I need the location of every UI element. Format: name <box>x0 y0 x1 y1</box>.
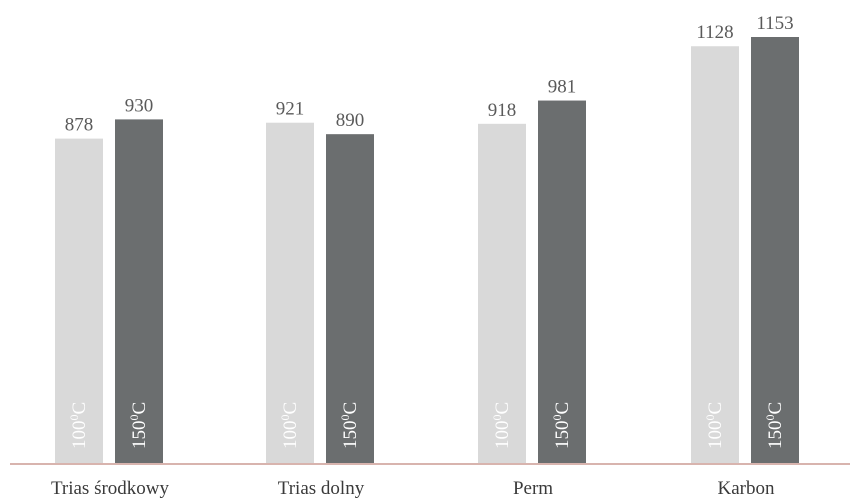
bar-t150-0 <box>115 119 163 463</box>
bar-series-label: 1000C <box>490 402 513 449</box>
value-label: 890 <box>336 110 365 131</box>
bar-t100-2 <box>478 123 526 463</box>
value-label: 921 <box>276 99 305 120</box>
bar-series-label: 1500C <box>338 402 361 449</box>
bar-series-label: 1000C <box>278 402 301 449</box>
value-label: 918 <box>488 100 517 121</box>
value-label: 930 <box>125 95 154 116</box>
bar-t100-1 <box>266 122 314 464</box>
bars-group <box>55 37 799 464</box>
bar-series-label: 1000C <box>67 402 90 449</box>
labels-group: 878 1000C 930 1500C Trias środkowy 921 1000C 89… <box>51 13 794 499</box>
bar-series-label: 1500C <box>127 402 150 449</box>
value-label: 878 <box>65 115 94 136</box>
category-label: Perm <box>513 478 553 499</box>
bar-series-label: 1500C <box>550 402 573 449</box>
category-label: Trias dolny <box>278 478 365 499</box>
bar-t150-3 <box>751 37 799 463</box>
bar-series-label: 1000C <box>703 402 726 449</box>
value-label: 981 <box>548 77 577 98</box>
category-label: Karbon <box>718 478 775 499</box>
bar-t150-1 <box>326 134 374 464</box>
value-label: 1128 <box>696 22 733 43</box>
category-label: Trias środkowy <box>51 478 170 499</box>
bar-t150-2 <box>538 100 586 463</box>
bar-t100-3 <box>691 46 739 463</box>
bar-t100-0 <box>55 138 103 464</box>
bar-series-label: 1500C <box>763 402 786 449</box>
value-label: 1153 <box>756 13 793 34</box>
